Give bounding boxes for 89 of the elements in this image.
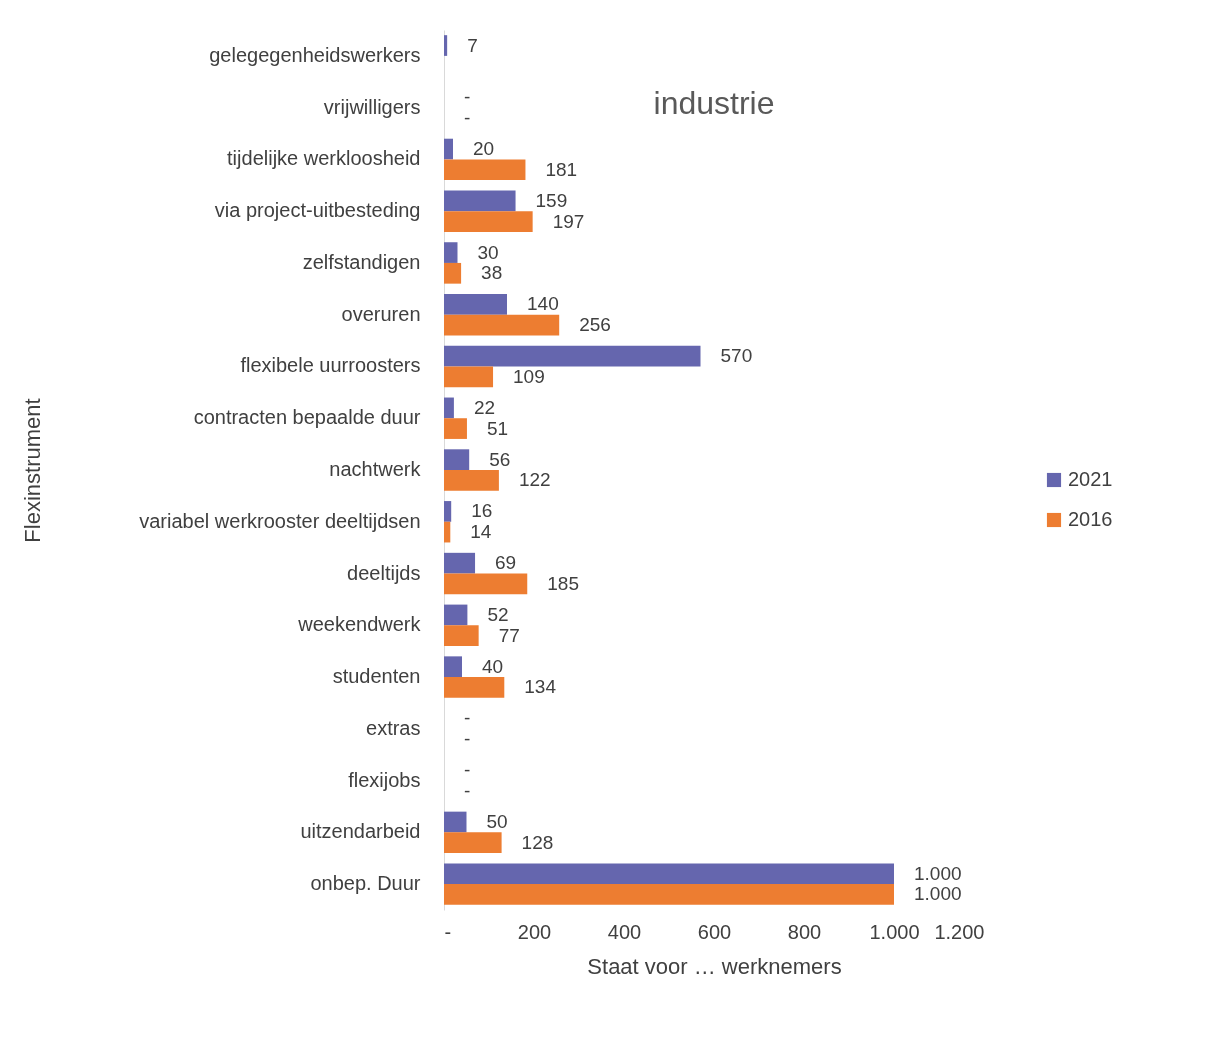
bar: [444, 159, 526, 181]
data-label: -: [464, 759, 471, 781]
y-tick-label: nachtwerk: [329, 458, 422, 480]
y-tick-label: contracten bepaalde duur: [193, 406, 421, 429]
bar: [444, 470, 499, 491]
data-label: -: [464, 86, 471, 108]
data-label: 128: [521, 831, 554, 853]
data-label: 1.000: [914, 862, 962, 884]
x-tick-label: 200: [517, 920, 552, 943]
bar: [444, 811, 467, 833]
y-tick-label: weekendwerk: [297, 613, 422, 636]
y-tick-label: tijdelijke werkloosheid: [227, 147, 421, 170]
y-axis-title: Flexinstrument: [19, 398, 45, 543]
data-label: 69: [495, 552, 517, 574]
bar: [444, 294, 507, 315]
data-label: -: [464, 728, 471, 750]
x-tick-label: 600: [697, 920, 732, 943]
bar: [444, 573, 528, 595]
bar: [444, 832, 502, 854]
bar: [444, 366, 494, 388]
bar: [444, 501, 452, 522]
y-tick-label: studenten: [332, 665, 421, 688]
data-label: 109: [513, 365, 545, 387]
data-label: 1.000: [914, 883, 962, 905]
text: industrie: [653, 85, 775, 121]
x-tick-label: -: [444, 920, 452, 943]
data-label: -: [464, 779, 471, 801]
data-label: 122: [518, 469, 551, 491]
x-tick-label: 400: [607, 920, 642, 943]
y-tick-label: flexibele uurroosters: [240, 354, 421, 377]
legend-label: 2016: [1068, 508, 1113, 530]
data-label: 52: [487, 603, 509, 625]
bar: [444, 211, 533, 232]
y-tick-label: variabel werkrooster deeltijdsen: [139, 509, 421, 532]
data-label: 50: [486, 811, 508, 832]
data-label: 256: [579, 314, 611, 336]
legend-label: 2021: [1068, 468, 1113, 490]
y-tick-label: uitzendarbeid: [300, 820, 421, 843]
bar: [444, 677, 505, 698]
bar: [444, 656, 462, 678]
data-label: 22: [473, 396, 496, 418]
data-label: 77: [498, 624, 520, 646]
bar: [444, 242, 458, 263]
bar: [444, 35, 448, 56]
data-label: 7: [467, 34, 478, 56]
bar: [444, 604, 468, 626]
bar: [444, 190, 516, 212]
bar: [444, 552, 476, 574]
bar: [444, 138, 453, 160]
y-tick-label: overuren: [341, 302, 421, 325]
data-label: 20: [473, 138, 495, 160]
x-axis-title: Staat voor … werknemers: [587, 953, 842, 979]
bar: [444, 521, 451, 543]
y-tick-label: via project-uitbesteding: [214, 199, 421, 222]
bar: [444, 625, 479, 646]
y-tick-label: flexijobs: [348, 768, 421, 791]
data-label: 30: [477, 241, 499, 263]
data-label: 181: [545, 158, 578, 180]
bar: [444, 863, 894, 885]
y-tick-label: zelfstandigen: [302, 250, 421, 273]
data-label: -: [464, 707, 471, 729]
x-tick-label: 1.200: [934, 920, 985, 943]
data-label: 51: [486, 417, 509, 439]
y-tick-label: gelegegenheidswerkers: [209, 43, 421, 66]
data-label: -: [464, 107, 471, 128]
x-tick-label: 1.000: [869, 920, 920, 943]
data-label: 197: [552, 210, 585, 232]
data-label: 16: [471, 500, 493, 522]
bar: [444, 397, 454, 419]
bar: [444, 345, 701, 367]
y-tick-label: onbep. Duur: [310, 872, 421, 895]
data-label: 159: [535, 189, 568, 211]
data-label: 570: [720, 345, 753, 367]
bar: [444, 418, 467, 439]
data-label: 140: [527, 293, 559, 315]
bar: [444, 884, 894, 905]
bar: [444, 314, 560, 336]
y-tick-label: deeltijds: [347, 561, 421, 584]
y-tick-label: vrijwilligers: [323, 95, 421, 118]
x-tick-label: 800: [787, 920, 822, 943]
bar: [444, 449, 470, 470]
data-label: 56: [489, 448, 511, 470]
data-label: 40: [482, 655, 504, 677]
data-label: 185: [547, 572, 579, 594]
data-label: 14: [470, 521, 492, 543]
data-label: 38: [481, 262, 503, 284]
bar: [444, 262, 462, 284]
data-label: 134: [524, 676, 557, 698]
y-tick-label: extras: [366, 716, 421, 739]
